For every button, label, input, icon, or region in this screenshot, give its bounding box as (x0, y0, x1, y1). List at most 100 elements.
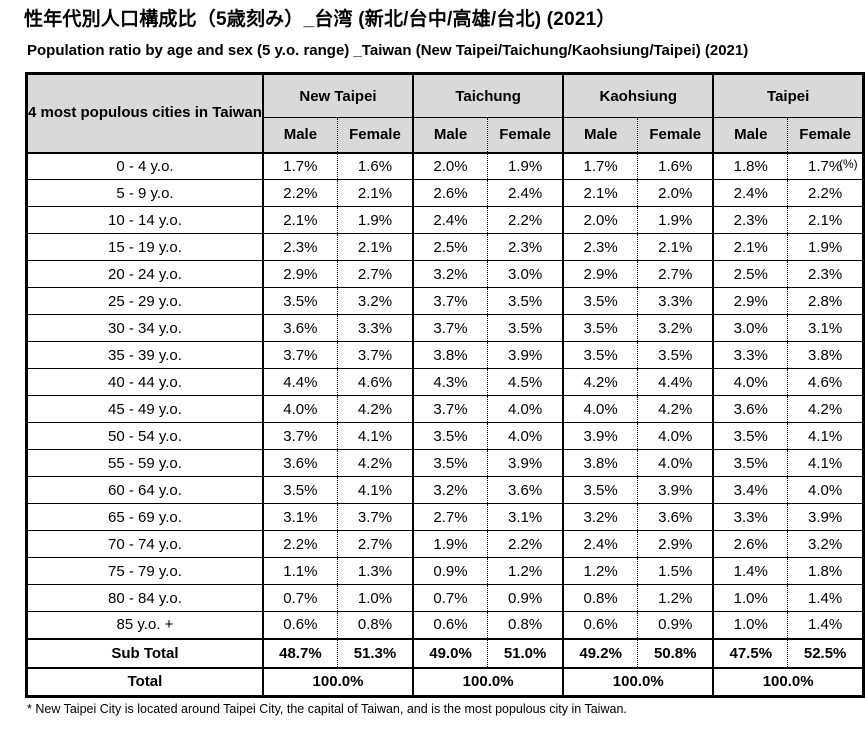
sex-header-male: Male (261, 117, 338, 154)
value-cell: 2.0% (637, 179, 714, 207)
value-cell: 3.5% (412, 422, 488, 450)
value-cell: 2.4% (412, 206, 488, 234)
value-cell: 4.0% (487, 422, 564, 450)
table-row: 85 y.o. +0.6% 0.8% 0.6% 0.8% 0.6% 0.9% 1.0% 1.4… (26, 611, 864, 639)
total-cell: 100.0% (712, 666, 864, 697)
value-cell: 2.3% (261, 233, 338, 261)
value-cell: 2.1% (637, 233, 714, 261)
value-cell: 4.2% (562, 368, 638, 396)
value-cell: 3.3% (712, 341, 788, 369)
value-cell: 2.3% (562, 233, 638, 261)
value-cell: 0.7% (261, 584, 338, 612)
value-cell: 2.1% (787, 206, 864, 234)
value-cell: 3.7% (412, 395, 488, 423)
value-cell: 3.5% (637, 341, 714, 369)
value-cell: 1.3% (336, 557, 414, 585)
value-cell: 2.6% (412, 179, 488, 207)
value-cell: 3.3% (712, 503, 788, 531)
table-row: 50 - 54 y.o. 3.7% 4.1% 3.5% 4.0% 3.9% 4.0% 3.5%… (26, 422, 864, 450)
value-cell: 2.1% (562, 179, 638, 207)
age-label: 70 - 74 y.o. (26, 530, 263, 558)
value-cell: 4.0% (712, 368, 788, 396)
value-cell: 3.4% (712, 476, 788, 504)
footnote: * New Taipei City is located around Taip… (27, 702, 627, 716)
value-cell: 3.2% (787, 530, 864, 558)
value-cell: 3.6% (261, 449, 338, 477)
value-cell: 2.2% (487, 530, 564, 558)
table-row: 65 - 69 y.o. 3.1% 3.7% 2.7% 3.1% 3.2% 3.6% 3.3%… (26, 503, 864, 531)
value-cell: 1.2% (562, 557, 638, 585)
value-cell: 3.2% (562, 503, 638, 531)
table-row: 60 - 64 y.o. 3.5% 4.1% 3.2% 3.6% 3.5% 3.9% 3.4%… (26, 476, 864, 504)
value-cell: 4.0% (487, 395, 564, 423)
value-cell: 3.0% (712, 314, 788, 342)
value-cell: 3.8% (787, 341, 864, 369)
value-cell: 1.9% (336, 206, 414, 234)
value-cell: 2.6% (712, 530, 788, 558)
value-cell: 2.2% (487, 206, 564, 234)
value-cell: 1.4% (787, 584, 864, 612)
value-cell: 2.7% (637, 260, 714, 288)
total-cell: 100.0% (562, 666, 714, 697)
age-label: 75 - 79 y.o. (26, 557, 263, 585)
corner-header: 4 most populous cities in Taiwan (26, 73, 264, 154)
value-cell: 1.7% (562, 152, 638, 180)
age-label: 45 - 49 y.o. (26, 395, 263, 423)
table-row: 15 - 19 y.o. 2.3% 2.1% 2.5% 2.3% 2.3% 2.1% 2.1%… (26, 233, 864, 261)
age-label: 0 - 4 y.o. (26, 152, 263, 180)
page-title: 性年代別人口構成比（5歳刻み）_台湾 (新北/台中/高雄/台北) (2021） (24, 9, 616, 30)
total-row: Total 100.0% 100.0% 100.0% 100.0% (26, 666, 864, 697)
value-cell: 2.9% (712, 287, 788, 315)
value-cell: 1.6% (637, 152, 714, 180)
age-label: 15 - 19 y.o. (26, 233, 263, 261)
value-cell: 3.6% (712, 395, 788, 423)
table-row: 45 - 49 y.o. 4.0% 4.2% 3.7% 4.0% 4.0% 4.2% 3.6%… (26, 395, 864, 423)
value-cell: 4.2% (336, 449, 414, 477)
age-label: 60 - 64 y.o. (26, 476, 263, 504)
population-table: 4 most populous cities in Taiwan New Tai… (25, 72, 865, 698)
subtotal-cell: 49.2% (562, 637, 638, 668)
value-cell: 1.2% (637, 584, 714, 612)
age-label: 80 - 84 y.o. (26, 584, 263, 612)
value-cell: 3.5% (261, 476, 338, 504)
value-cell: 3.2% (336, 287, 414, 315)
value-cell: 2.1% (712, 233, 788, 261)
value-cell: 3.6% (487, 476, 564, 504)
value-cell: 4.0% (261, 395, 338, 423)
city-header-taichung: Taichung (412, 73, 564, 118)
value-cell: 3.2% (412, 476, 488, 504)
page-subtitle: Population ratio by age and sex (5 y.o. … (27, 42, 749, 59)
value-cell: 2.3% (712, 206, 788, 234)
value-cell: 3.5% (562, 314, 638, 342)
city-header-taipei: Taipei (712, 73, 864, 118)
value-cell: 4.0% (637, 422, 714, 450)
total-cell: 100.0% (412, 666, 564, 697)
value-cell: 3.9% (487, 449, 564, 477)
age-label: 30 - 34 y.o. (26, 314, 263, 342)
value-cell: 1.9% (787, 233, 864, 261)
value-cell: 3.6% (261, 314, 338, 342)
value-cell: 0.9% (487, 584, 564, 612)
value-cell: 3.7% (261, 341, 338, 369)
value-cell: 3.9% (487, 341, 564, 369)
value-cell: 3.1% (787, 314, 864, 342)
subtotal-cell: 47.5% (712, 637, 788, 668)
value-cell: 2.1% (336, 233, 414, 261)
city-header-kaohsiung: Kaohsiung (562, 73, 714, 118)
value-cell: 0.6% (261, 611, 338, 639)
value-cell: 3.2% (637, 314, 714, 342)
value-cell: 1.5% (637, 557, 714, 585)
value-cell: 3.1% (261, 503, 338, 531)
value-cell: 4.1% (336, 476, 414, 504)
value-cell: 1.8% (712, 152, 788, 180)
table-row: 70 - 74 y.o. 2.2% 2.7% 1.9% 2.2% 2.4% 2.9% 2.6%… (26, 530, 864, 558)
age-label: 10 - 14 y.o. (26, 206, 263, 234)
value-cell: 1.4% (712, 557, 788, 585)
value-cell: 4.5% (487, 368, 564, 396)
value-cell: 3.6% (637, 503, 714, 531)
value-cell: 3.5% (712, 422, 788, 450)
table-row: 35 - 39 y.o. 3.7% 3.7% 3.8% 3.9% 3.5% 3.5% 3.3%… (26, 341, 864, 369)
age-label: 5 - 9 y.o. (26, 179, 263, 207)
sex-header-male: Male (412, 117, 488, 154)
